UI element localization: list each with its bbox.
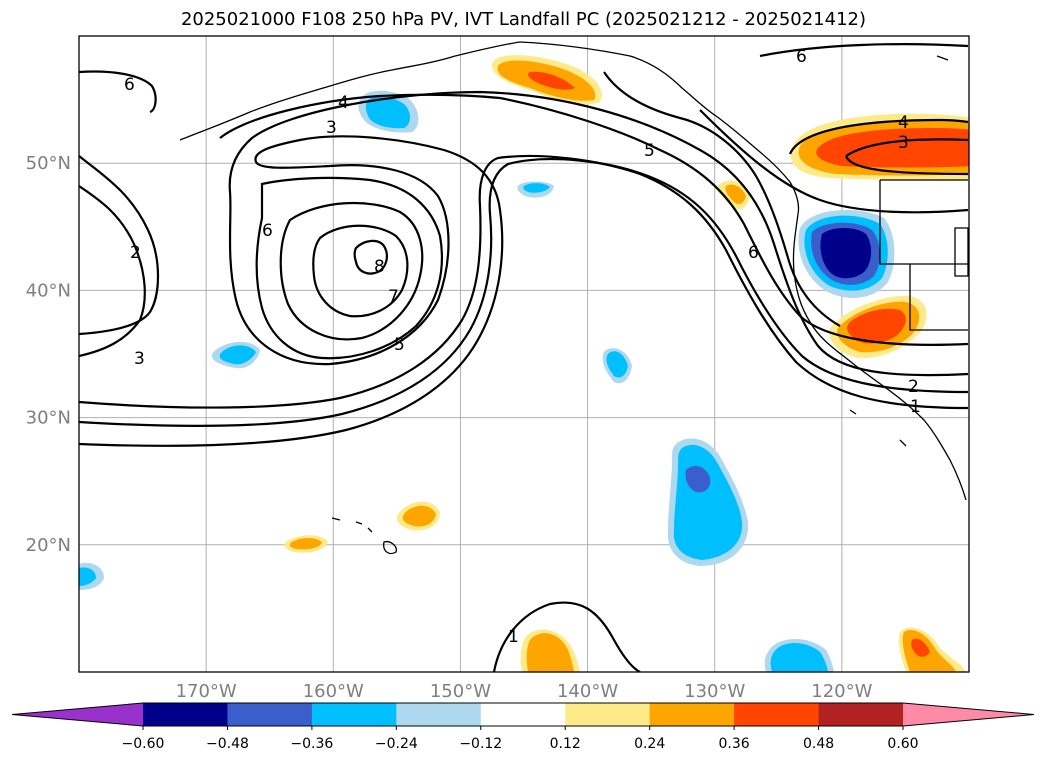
lat-tick-label: 20°N xyxy=(26,535,71,556)
contour-label: 4 xyxy=(338,93,349,113)
contour-6-canada xyxy=(699,109,969,214)
state-borders xyxy=(879,179,969,331)
contour-3-west xyxy=(79,185,146,358)
colorbar-extend-low xyxy=(12,703,143,726)
shade-region-small-negative xyxy=(517,181,554,198)
colorbar-tick-labels: −0.60 −0.48 −0.36 −0.24 −0.12 0.12 0.24 0.36 0.4… xyxy=(122,726,919,752)
lon-tick-label: 120°W xyxy=(811,681,872,702)
lon-tick-label: 150°W xyxy=(430,681,491,702)
lon-tick-label: 140°W xyxy=(557,681,618,702)
shade-region-bottom-positive-114w xyxy=(898,627,966,672)
shade-region-positive-hawaii-west xyxy=(284,535,328,553)
colorbar-segment xyxy=(227,703,313,726)
colorbar-tick-label: 0.60 xyxy=(887,736,918,752)
colorbar-segment xyxy=(396,703,482,726)
shade-region-small-positive-coast xyxy=(717,180,750,210)
coastline-islands xyxy=(849,55,949,447)
shade-region-southwest-positive xyxy=(829,295,927,359)
lon-tick-label: 130°W xyxy=(684,681,745,702)
shade-region-gulf-alaska-positive xyxy=(491,55,602,105)
colorbar-segment xyxy=(480,703,566,726)
shade-region-aleutian-negative xyxy=(358,90,419,133)
colorbar-tick-label: −0.60 xyxy=(122,736,165,752)
longitude-labels: 170°W 160°W 150°W 140°W 130°W 120°W xyxy=(176,681,873,702)
contour-6-northwest xyxy=(79,70,157,114)
colorbar-tick-label: 0.12 xyxy=(550,736,581,752)
colorbar xyxy=(11,702,1035,727)
contour-label: 1 xyxy=(508,627,519,647)
contour-label: 5 xyxy=(644,141,655,161)
contour-6-coast xyxy=(603,71,841,327)
contour-8-ring xyxy=(353,239,388,275)
contour-1-south xyxy=(492,601,641,672)
contour-label: 3 xyxy=(134,349,145,369)
latitude-labels: 50°N 40°N 30°N 20°N xyxy=(26,153,71,556)
contour-5-main xyxy=(499,96,969,346)
contour-label: 4 xyxy=(898,113,909,133)
colorbar-extend-high xyxy=(903,703,1034,726)
colorbar-tick-label: −0.36 xyxy=(290,736,333,752)
contour-label: 2 xyxy=(130,243,141,263)
contour-4-canada xyxy=(788,118,969,155)
contour-3-canada xyxy=(844,138,969,176)
shade-region-bottom-negative-125w xyxy=(764,638,834,672)
shade-region-positive-hawaii-east xyxy=(396,501,440,531)
contour-label: 2 xyxy=(908,377,919,397)
contour-4-north xyxy=(219,93,501,139)
colorbar-tick-label: −0.24 xyxy=(375,736,418,752)
coastline-hawaii xyxy=(331,517,397,555)
colorbar-segment xyxy=(565,703,651,726)
lat-tick-label: 50°N xyxy=(26,153,71,174)
contour-label: 6 xyxy=(796,47,807,67)
contour-labels: 6 4 3 2 3 6 8 7 5 5 6 6 4 3 2 1 1 xyxy=(124,47,921,647)
colorbar-segment xyxy=(143,703,228,726)
colorbar-segment xyxy=(818,703,904,726)
pv-contours xyxy=(79,43,969,672)
colorbar-segment xyxy=(311,703,397,726)
contour-1 xyxy=(79,154,969,410)
shade-region-negative-25n-131w xyxy=(667,438,749,566)
contour-2-main xyxy=(79,158,969,427)
ivt-shading xyxy=(79,55,969,672)
contour-7-ring xyxy=(312,224,409,318)
contour-label: 1 xyxy=(910,397,921,417)
contour-label: 3 xyxy=(898,133,909,153)
contour-label: 6 xyxy=(262,221,273,241)
map-title: 2025021000 F108 250 hPa PV, IVT Landfall… xyxy=(180,9,867,30)
colorbar-tick-label: −0.48 xyxy=(206,736,249,752)
contour-label: 6 xyxy=(748,243,759,263)
shade-region-bottom-positive-143w xyxy=(520,629,580,672)
contour-label: 8 xyxy=(374,257,385,277)
contour-label: 5 xyxy=(394,335,405,355)
contour-label: 6 xyxy=(124,75,135,95)
shade-region-negative-35n-166w xyxy=(211,341,260,369)
contour-label: 3 xyxy=(326,118,337,138)
contour-3-main xyxy=(79,90,969,447)
coastline-gulf-alaska-bc xyxy=(519,41,800,215)
lon-tick-label: 160°W xyxy=(303,681,364,702)
map-frame xyxy=(78,35,970,673)
shade-region-canada-positive xyxy=(790,113,969,181)
contour-6-ring xyxy=(279,201,424,341)
coastline-aleutians-alaska xyxy=(179,41,521,141)
lat-tick-label: 40°N xyxy=(26,280,71,301)
lon-tick-label: 170°W xyxy=(176,681,237,702)
colorbar-segment xyxy=(734,703,820,726)
colorbar-segment xyxy=(649,703,735,726)
contour-5-ring xyxy=(255,176,443,360)
contour-6-north xyxy=(759,43,969,58)
shade-region-california-negative xyxy=(798,209,895,298)
colorbar-tick-label: 0.24 xyxy=(634,736,665,752)
colorbar-tick-label: 0.36 xyxy=(719,736,750,752)
lat-tick-label: 30°N xyxy=(26,408,71,429)
shade-region-negative-35n-135w xyxy=(602,348,632,384)
shade-region-left-edge-negative xyxy=(79,562,104,590)
contour-2 xyxy=(79,155,160,336)
colorbar-tick-label: 0.48 xyxy=(803,736,834,752)
colorbar-tick-label: −0.12 xyxy=(459,736,502,752)
contour-label: 7 xyxy=(388,287,399,307)
